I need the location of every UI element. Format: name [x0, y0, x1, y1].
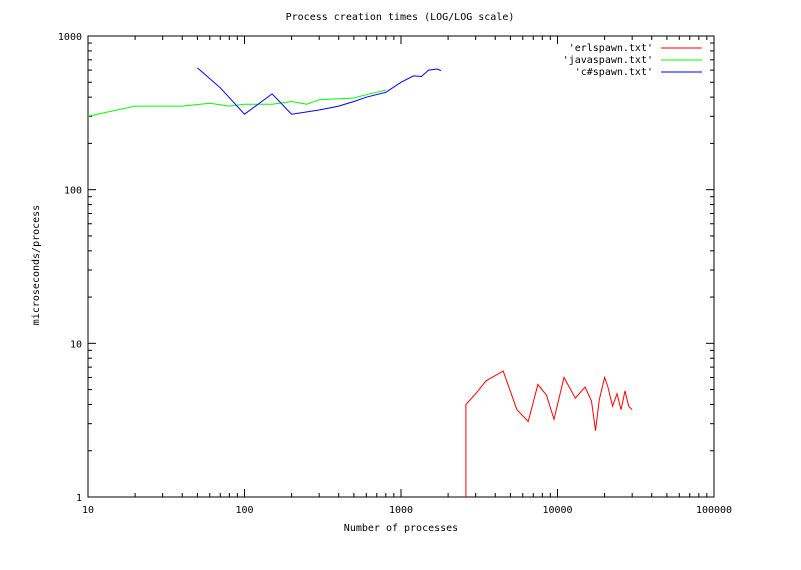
x-axis-label: Number of processes — [344, 523, 458, 534]
plot-area-frame — [87, 35, 715, 498]
legend-label-1: 'javaspawn.txt' — [563, 55, 653, 66]
x-tick-label: 10 — [82, 505, 94, 516]
series-lines — [88, 67, 633, 497]
y-tick-label: 100 — [64, 186, 82, 197]
y-tick-label: 1000 — [58, 32, 82, 43]
x-tick-label: 100000 — [696, 505, 732, 516]
x-tick-label: 1000 — [389, 505, 413, 516]
x-tick-label: 100 — [235, 505, 253, 516]
series-line-1 — [88, 89, 386, 117]
x-tick-label: 10000 — [542, 505, 572, 516]
legend-label-2: 'c#spawn.txt' — [575, 67, 653, 78]
legend-label-0: 'erlspawn.txt' — [569, 43, 653, 54]
series-line-0 — [465, 370, 633, 497]
y-tick-label: 10 — [70, 339, 82, 350]
legend: 'erlspawn.txt''javaspawn.txt''c#spawn.tx… — [563, 43, 702, 78]
y-tick-label: 1 — [76, 493, 82, 504]
y-axis-label: microseconds/process — [31, 205, 42, 325]
series-line-2 — [197, 67, 442, 115]
chart-title: Process creation times (LOG/LOG scale) — [286, 12, 515, 23]
